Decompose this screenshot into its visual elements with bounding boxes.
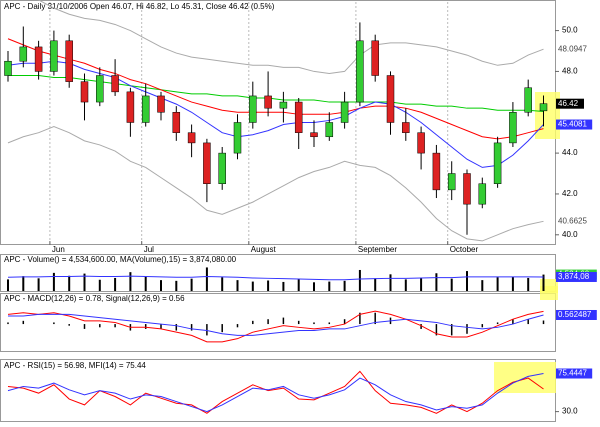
candle-body [50, 40, 58, 72]
close-label: 46.42 [558, 99, 579, 108]
candle-body [233, 122, 242, 154]
value-label-box [556, 368, 593, 379]
value-label: 40.6625 [558, 216, 587, 225]
candle-body [65, 40, 73, 82]
line [7, 275, 544, 281]
candle-body [4, 60, 12, 76]
x-tick-label: September [358, 245, 397, 254]
value-label: 45.4081 [558, 120, 587, 129]
x-tick-label: October [450, 245, 479, 254]
value-label: 48.0947 [558, 44, 587, 53]
candle-body [447, 173, 456, 191]
candle-body [325, 122, 334, 138]
candle-body [417, 132, 425, 154]
value-label-box [556, 119, 593, 130]
candle-body [524, 87, 532, 113]
panel-title: APC - MACD(12,26) = 0.78, Signal(12,26,9… [4, 294, 185, 303]
line [37, 0, 544, 74]
candle-body [294, 101, 303, 133]
line [7, 38, 544, 140]
x-tick-label: August [251, 245, 277, 254]
candle-body [356, 40, 364, 103]
candle-body [509, 112, 517, 144]
highlight [535, 92, 560, 139]
candle-body [493, 142, 502, 184]
y-tick-label: 30.0 [562, 407, 578, 416]
y-tick-label: 40.0 [562, 230, 578, 239]
candle-body [203, 142, 211, 184]
x-tick-label: Jun [52, 245, 65, 254]
line [7, 310, 544, 343]
line [8, 75, 544, 112]
candle-body [371, 40, 379, 76]
candle-body [279, 101, 288, 109]
candle-body [111, 75, 119, 93]
x-tick-label: Jul [144, 245, 154, 254]
candle-body [19, 46, 28, 62]
candle-body [310, 132, 318, 138]
macd-frame [0, 293, 556, 352]
y-tick-label: 50.0 [562, 26, 578, 35]
value-label: 0.562487 [558, 310, 592, 319]
candle-body [249, 95, 257, 123]
candle-body [478, 183, 487, 205]
candle-body [157, 95, 165, 113]
candle-body [34, 46, 43, 72]
y-tick-label: 44.0 [562, 148, 578, 157]
candle-body [463, 173, 471, 205]
chart-title: APC - Daily 31/10/2006 Open 46.07, Hi 46… [4, 2, 275, 11]
close-label-box [556, 98, 584, 109]
panel-title: APC - RSI(15) = 56.98, MFI(14) = 75.44 [4, 361, 146, 370]
line [7, 373, 544, 413]
candle-body [126, 91, 135, 123]
candle-body [172, 112, 181, 133]
line [7, 126, 544, 242]
candle-body [187, 132, 196, 144]
value-label: 3,874,08 [558, 272, 590, 281]
volume-frame [0, 254, 556, 292]
candle-body [264, 95, 272, 109]
candle-body [386, 75, 395, 123]
candle-body [402, 122, 410, 133]
line [7, 60, 544, 168]
candle-body [141, 95, 150, 123]
candle-body [539, 103, 548, 112]
value-label-box [556, 309, 597, 320]
line [7, 370, 544, 414]
panel-title: APC - Volume() = 4,534,600.00, MA(Volume… [4, 255, 237, 264]
candle-body [96, 75, 104, 103]
y-tick-label: 48.0 [562, 67, 578, 76]
value-label-box [556, 271, 597, 282]
candle-body [432, 152, 441, 191]
value-label: 75.4447 [558, 369, 587, 378]
price-frame [0, 0, 556, 245]
candle-body [80, 81, 89, 103]
candle-body [340, 101, 349, 123]
line [8, 313, 544, 336]
y-tick-label: 42.0 [562, 189, 578, 198]
candle-body [218, 152, 226, 184]
